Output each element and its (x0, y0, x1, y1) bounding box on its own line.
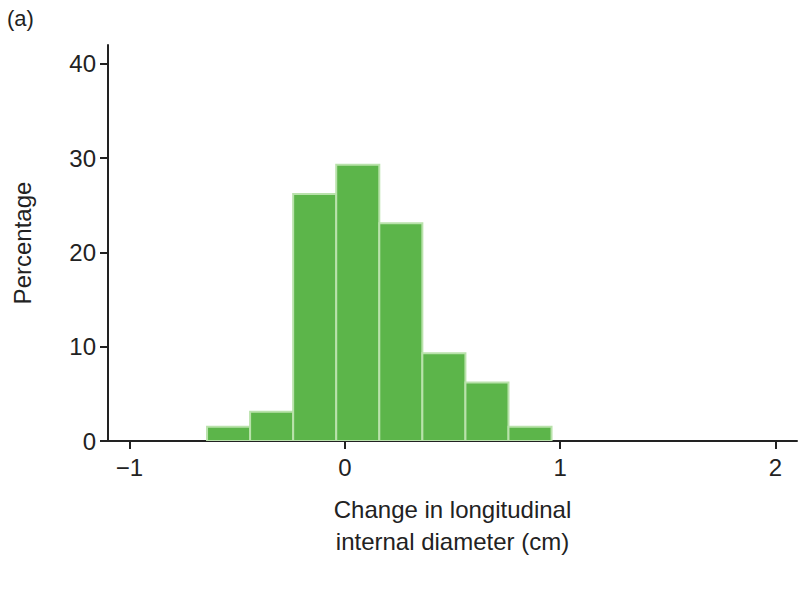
svg-text:−1: −1 (116, 454, 143, 481)
svg-text:1: 1 (553, 454, 566, 481)
svg-text:20: 20 (69, 239, 96, 266)
svg-text:internal diameter (cm): internal diameter (cm) (336, 528, 569, 555)
svg-text:(a): (a) (7, 6, 34, 31)
svg-text:0: 0 (338, 454, 351, 481)
svg-text:2: 2 (769, 454, 782, 481)
svg-text:Percentage: Percentage (9, 182, 36, 305)
svg-text:10: 10 (69, 333, 96, 360)
svg-text:0: 0 (83, 428, 96, 455)
svg-text:Change in longitudinal: Change in longitudinal (334, 496, 572, 523)
svg-text:40: 40 (69, 50, 96, 77)
svg-text:30: 30 (69, 145, 96, 172)
